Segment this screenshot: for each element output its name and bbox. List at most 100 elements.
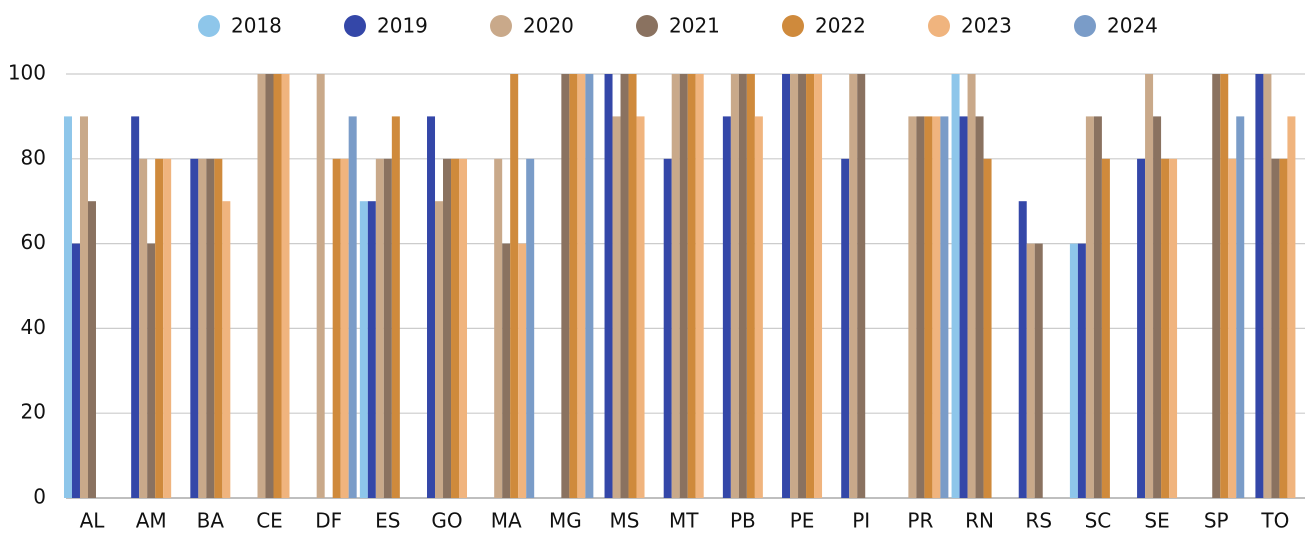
x-tick-label: SC xyxy=(1085,509,1112,533)
bar xyxy=(730,74,739,498)
legend-marker xyxy=(928,15,950,37)
bar xyxy=(695,74,704,498)
bar xyxy=(427,116,436,499)
bar xyxy=(940,116,949,499)
bar xyxy=(1034,243,1043,498)
x-tick-label: SP xyxy=(1204,509,1229,533)
bar xyxy=(1228,158,1237,499)
bar xyxy=(967,74,976,498)
bar xyxy=(1153,116,1162,499)
bar xyxy=(163,158,172,499)
bar xyxy=(671,74,680,498)
bar xyxy=(687,74,696,498)
x-tick-label: PB xyxy=(730,509,756,533)
x-tick-label: RN xyxy=(965,509,994,533)
bar xyxy=(87,201,96,498)
bar xyxy=(790,74,799,498)
bar xyxy=(983,158,992,499)
bar xyxy=(131,116,140,499)
bar xyxy=(340,158,349,499)
y-tick-label: 40 xyxy=(21,315,46,339)
legend-label: 2021 xyxy=(669,14,720,38)
bar xyxy=(924,116,933,499)
x-tick-label: BA xyxy=(197,509,225,533)
bar xyxy=(754,116,763,499)
bar xyxy=(782,74,791,498)
bar xyxy=(798,74,807,498)
bar xyxy=(1018,201,1027,498)
legend-label: 2023 xyxy=(961,14,1012,38)
bar xyxy=(206,158,215,499)
bar xyxy=(806,74,815,498)
bar xyxy=(316,74,325,498)
bar xyxy=(577,74,586,498)
legend-marker xyxy=(198,15,220,37)
x-tick-label: TO xyxy=(1260,509,1289,533)
bar xyxy=(375,158,384,499)
bar xyxy=(1271,158,1280,499)
legend-marker xyxy=(1074,15,1096,37)
bar xyxy=(1287,116,1296,499)
bar xyxy=(951,74,960,498)
bar xyxy=(451,158,460,499)
bar xyxy=(190,158,199,499)
x-tick-label: CE xyxy=(256,509,283,533)
bar xyxy=(908,116,917,499)
x-tick-label: MT xyxy=(669,509,699,533)
legend-marker xyxy=(344,15,366,37)
bar xyxy=(459,158,468,499)
bar xyxy=(1279,158,1288,499)
bar xyxy=(526,158,535,499)
legend-label: 2024 xyxy=(1107,14,1158,38)
bar xyxy=(518,243,527,498)
bar xyxy=(1161,158,1170,499)
legend-label: 2018 xyxy=(231,14,282,38)
x-tick-label: RS xyxy=(1025,509,1052,533)
bar xyxy=(273,74,282,498)
x-tick-label: PE xyxy=(790,509,815,533)
y-tick-label: 100 xyxy=(8,61,46,85)
bar xyxy=(569,74,578,498)
bar xyxy=(214,158,223,499)
bar xyxy=(932,116,941,499)
bar xyxy=(612,116,621,499)
bar xyxy=(71,243,80,498)
bar xyxy=(814,74,823,498)
x-tick-label: SE xyxy=(1144,509,1169,533)
bar xyxy=(1263,74,1272,498)
x-tick-label: AM xyxy=(136,509,167,533)
bar xyxy=(1236,116,1245,499)
bar xyxy=(435,201,444,498)
bar xyxy=(383,158,392,499)
bar xyxy=(147,243,156,498)
bar xyxy=(620,74,629,498)
x-tick-label: GO xyxy=(431,509,462,533)
bar xyxy=(738,74,747,498)
bar xyxy=(63,116,72,499)
bar xyxy=(663,158,672,499)
bar xyxy=(628,74,637,498)
y-tick-label: 80 xyxy=(21,145,46,169)
bar xyxy=(494,158,503,499)
bar xyxy=(1212,74,1221,498)
bar xyxy=(281,74,290,498)
bar xyxy=(975,116,984,499)
bar xyxy=(1145,74,1154,498)
bar xyxy=(1069,243,1078,498)
bar xyxy=(367,201,376,498)
bar xyxy=(139,158,148,499)
bar xyxy=(443,158,452,499)
bar xyxy=(841,158,850,499)
y-tick-label: 60 xyxy=(21,230,46,254)
bar xyxy=(222,201,231,498)
bar xyxy=(1220,74,1229,498)
legend-label: 2022 xyxy=(815,14,866,38)
bar xyxy=(636,116,645,499)
bar xyxy=(1085,116,1094,499)
bar xyxy=(391,116,400,499)
y-tick-label: 20 xyxy=(21,400,46,424)
legend-marker xyxy=(490,15,512,37)
bar xyxy=(332,158,341,499)
x-tick-label: MS xyxy=(610,509,640,533)
